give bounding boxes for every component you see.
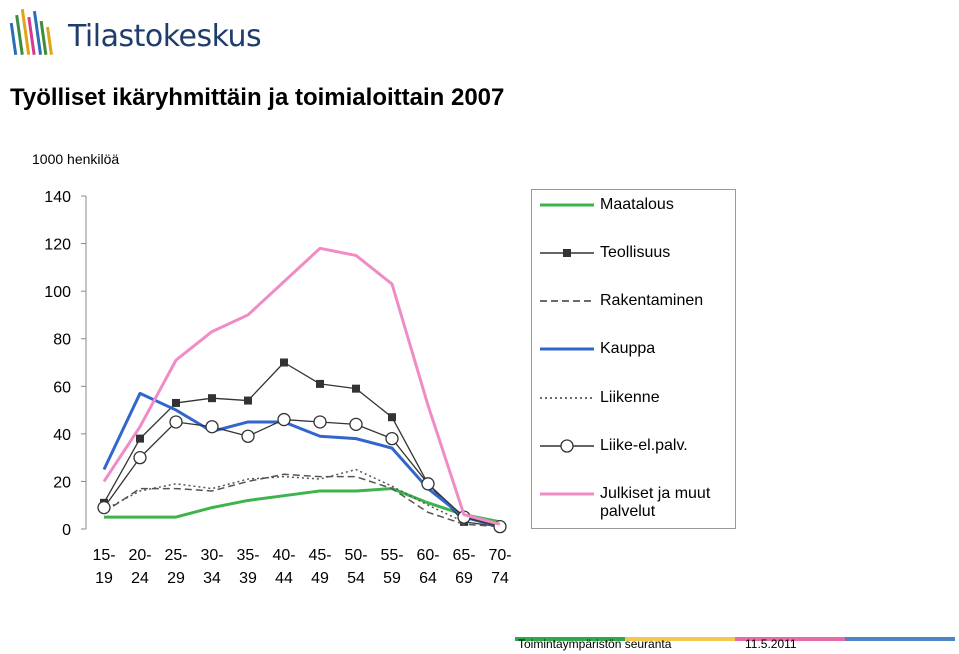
- x-tick-label: 54: [347, 570, 365, 587]
- data-point: [205, 420, 219, 434]
- series-7: [102, 246, 501, 526]
- x-tick-labels: 15- 19 20- 24 25- 29 30- 34 35- 39 40- 44 45- 49 50- 54…: [92, 547, 511, 587]
- series-line: [102, 391, 501, 529]
- legend-marker: [563, 249, 571, 257]
- data-point: [316, 379, 324, 388]
- x-tick-label: 20-: [128, 547, 151, 564]
- x-tick-label: 59: [383, 570, 401, 587]
- footer-date: 11.5.2011: [745, 637, 797, 651]
- legend-marker: [560, 439, 574, 453]
- x-tick-label: 50-: [344, 547, 367, 564]
- y-tick-label: 120: [44, 237, 71, 254]
- x-tick-label: 39: [239, 570, 257, 587]
- data-point: [352, 384, 360, 393]
- logo: Tilastokeskus: [8, 5, 262, 60]
- y-tick-label: 60: [53, 379, 71, 396]
- data-point: [241, 429, 255, 443]
- data-point: [280, 358, 288, 367]
- x-tick-label: 70-: [488, 547, 511, 564]
- footer-title: Toimintaympäristön seuranta: [518, 637, 672, 651]
- data-point: [388, 413, 396, 422]
- x-tick-label: 49: [311, 570, 329, 587]
- footer-bar-segment: [515, 637, 625, 641]
- legend-label: Teollisuus: [600, 244, 671, 261]
- footer-bar-segment: [845, 637, 955, 641]
- series-line: [102, 246, 501, 526]
- legend: Maatalous Teollisuus Rakentaminen Kauppa Lii…: [531, 189, 736, 529]
- series-2: [100, 358, 504, 531]
- y-tick-label: 20: [53, 474, 71, 491]
- x-tick-label: 24: [131, 570, 149, 587]
- y-tick-label: 140: [44, 189, 71, 206]
- legend-label: Liikenne: [600, 389, 660, 406]
- legend-label: Julkiset ja muut palvelut: [600, 485, 711, 520]
- series-4: [102, 391, 501, 529]
- y-tick-label: 40: [53, 427, 71, 444]
- tilastokeskus-logo-icon: [9, 8, 53, 56]
- legend-symbols: [540, 203, 594, 496]
- legend-label: Rakentaminen: [600, 292, 704, 309]
- series-5: [103, 468, 501, 528]
- x-tick-label: 34: [203, 570, 221, 587]
- data-point: [385, 431, 399, 446]
- legend-label: Maatalous: [600, 196, 674, 213]
- data-point: [421, 477, 435, 491]
- x-tick-label: 60-: [416, 547, 439, 564]
- x-tick-label: 64: [419, 570, 437, 587]
- x-tick-label: 19: [95, 570, 113, 587]
- legend-label: Liike-el.palv.: [600, 437, 688, 454]
- footer-color-bar: [515, 628, 955, 641]
- series-1: [104, 487, 501, 524]
- series-line: [104, 487, 501, 524]
- data-point: [244, 396, 252, 405]
- data-point: [169, 415, 183, 429]
- series-line: [103, 468, 501, 528]
- data-point: [97, 500, 111, 515]
- data-point: [172, 398, 180, 407]
- x-tick-label: 30-: [200, 547, 223, 564]
- x-tick-label: 15-: [92, 547, 115, 564]
- footer-bar-segment: [735, 637, 845, 641]
- x-tick-label: 25-: [164, 547, 187, 564]
- y-tick-label: 0: [62, 522, 71, 539]
- logo-text: Tilastokeskus: [68, 19, 262, 54]
- series-line: [103, 418, 501, 528]
- x-tick-label: 55-: [380, 547, 403, 564]
- data-point: [133, 450, 147, 465]
- chart-title: Työlliset ikäryhmittäin ja toimialoittai…: [10, 84, 505, 111]
- x-tick-label: 40-: [272, 547, 295, 564]
- data-point: [277, 412, 291, 427]
- chart-series: [97, 246, 507, 534]
- y-tick-label: 80: [53, 332, 71, 349]
- x-tick-label: 29: [167, 570, 185, 587]
- x-tick-label: 74: [491, 570, 509, 587]
- legend-label: Kauppa: [600, 340, 656, 357]
- data-point: [136, 434, 144, 443]
- data-point: [208, 394, 216, 403]
- x-tick-label: 45-: [308, 547, 331, 564]
- x-tick-label: 65-: [452, 547, 475, 564]
- y-tick-label: 100: [44, 284, 71, 301]
- x-tick-label: 44: [275, 570, 293, 587]
- x-tick-label: 35-: [236, 547, 259, 564]
- y-axis-unit-label: 1000 henkilöä: [32, 151, 120, 167]
- footer-bar-segment: [625, 637, 735, 641]
- data-point: [349, 417, 363, 431]
- series-6: [97, 412, 507, 534]
- x-tick-label: 69: [455, 570, 473, 587]
- chart-axes: 0 20 40 60 80 100 120 140: [44, 189, 87, 539]
- data-point: [313, 415, 327, 429]
